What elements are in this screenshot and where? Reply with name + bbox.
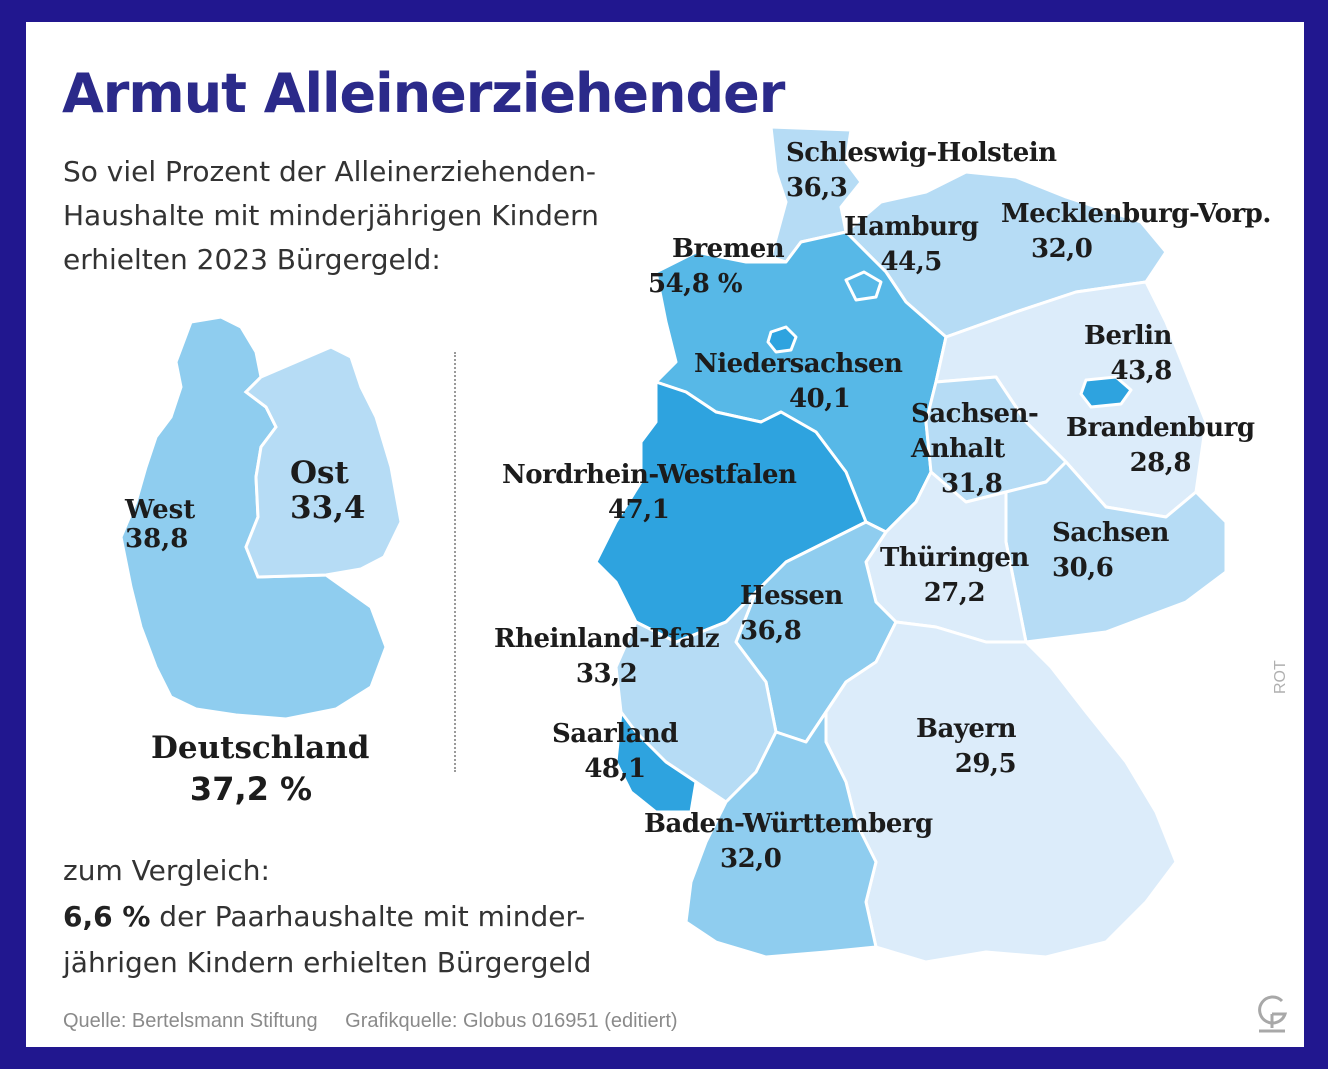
globus-logo-icon	[1258, 995, 1288, 1033]
state-value: 28,8	[1129, 448, 1192, 478]
state-name: Berlin	[1084, 321, 1172, 351]
state-name: Thüringen	[880, 543, 1029, 573]
state-shape-saarland	[614, 710, 698, 814]
state-label-nordrhein-westfalen: Nordrhein-Westfalen 47,1	[502, 458, 797, 528]
state-value: 33,2	[575, 659, 638, 689]
state-label-brandenburg: Brandenburg 28,8	[1066, 411, 1255, 481]
divider	[454, 352, 456, 772]
comparison-line-2: jährigen Kindern erhielten Bürgergeld	[63, 946, 592, 979]
state-name-line: Sachsen-	[911, 399, 1039, 429]
state-value: 36,8	[740, 616, 802, 646]
subtitle-line: erhielten 2023 Bürgergeld:	[63, 243, 441, 276]
west-east-overview-map	[119, 317, 403, 721]
region-name: West	[125, 495, 196, 525]
state-name: Hessen	[740, 581, 843, 611]
state-label-schleswig-holstein: Schleswig-Holstein 36,3	[786, 136, 1057, 206]
state-value: 36,3	[786, 173, 848, 203]
state-label-rheinland-pfalz: Rheinland-Pfalz 33,2	[494, 622, 720, 692]
comparison-note: zum Vergleich: 6,6 % der Paarhaushalte m…	[63, 848, 683, 986]
state-shape-bayern	[824, 620, 1178, 964]
state-value: 40,1	[789, 384, 851, 414]
state-value: 48,1	[584, 754, 646, 784]
subtitle: So viel Prozent der Alleinerziehenden- H…	[63, 150, 663, 282]
state-label-sachsen: Sachsen 30,6	[1052, 516, 1169, 586]
national-total: Deutschland 37,2 %	[151, 728, 370, 810]
state-name: Bremen	[672, 234, 785, 264]
state-name: Niedersachsen	[694, 349, 903, 379]
state-name: Brandenburg	[1066, 413, 1255, 443]
state-label-thueringen: Thüringen 27,2	[880, 541, 1029, 611]
state-name: Rheinland-Pfalz	[494, 624, 720, 654]
state-map	[594, 125, 1228, 964]
subtitle-line: Haushalte mit minderjährigen Kindern	[63, 199, 599, 232]
state-name: Nordrhein-Westfalen	[502, 460, 797, 490]
state-value: 29,5	[954, 749, 1017, 779]
comparison-heading: zum Vergleich:	[63, 854, 270, 887]
subtitle-line: So viel Prozent der Alleinerziehenden-	[63, 155, 596, 188]
state-label-bremen: Bremen 54,8 %	[648, 232, 785, 302]
state-shape-bremen	[766, 325, 798, 354]
footer: Quelle: Bertelsmann Stiftung Grafikquell…	[63, 1010, 678, 1033]
region-label-west: West 38,8	[125, 495, 196, 555]
state-name-line: Anhalt	[911, 434, 1005, 464]
state-name: Sachsen	[1052, 518, 1169, 548]
state-value: 32,0	[1031, 234, 1093, 264]
state-shape-baden-wuerttemberg	[684, 710, 878, 959]
region-ost	[243, 345, 403, 579]
state-value: 32,0	[720, 844, 782, 874]
source-note: Quelle: Bertelsmann Stiftung	[63, 1010, 318, 1032]
state-name: Schleswig-Holstein	[786, 138, 1057, 168]
comparison-line-1: 6,6 % der Paarhaushalte mit minder-	[63, 894, 683, 940]
state-label-hamburg: Hamburg 44,5	[844, 210, 979, 280]
state-label-berlin: Berlin 43,8	[1084, 319, 1172, 389]
graphic-source-note: Grafikquelle: Globus 016951 (editiert)	[345, 1010, 678, 1032]
state-name: Hamburg	[844, 212, 979, 242]
region-value: 33,4	[290, 489, 366, 526]
state-value: 27,2	[923, 578, 986, 608]
comparison-text: der Paarhaushalte mit minder-	[150, 900, 586, 933]
state-label-sachsen-anhalt: Sachsen- Anhalt 31,8	[911, 397, 1039, 502]
state-value: 44,5	[880, 247, 943, 277]
state-name: Baden-Württemberg	[644, 809, 933, 839]
region-name: Ost	[290, 455, 349, 491]
state-name: Mecklenburg-Vorp.	[1001, 199, 1271, 229]
infographic-card: Armut Alleinerziehender So viel Prozent …	[26, 22, 1304, 1047]
comparison-highlight: 6,6 %	[63, 900, 151, 933]
state-value: 43,8	[1110, 356, 1173, 386]
state-value: 31,8	[941, 469, 1003, 499]
national-total-value: 37,2 %	[189, 770, 313, 808]
state-name: Bayern	[916, 714, 1017, 744]
state-shape-hamburg	[844, 270, 883, 302]
region-value: 38,8	[125, 524, 189, 555]
state-value: 30,6	[1052, 553, 1114, 583]
state-shape-berlin	[1079, 375, 1133, 409]
state-label-baden-wuerttemberg: Baden-Württemberg 32,0	[644, 807, 933, 877]
state-label-saarland: Saarland 48,1	[552, 717, 678, 787]
state-label-hessen: Hessen 36,8	[740, 579, 843, 649]
state-value: 47,1	[608, 495, 670, 525]
state-name: Saarland	[552, 719, 678, 749]
state-label-mecklenburg-vorpommern: Mecklenburg-Vorp. 32,0	[1001, 197, 1271, 267]
state-value: 54,8 %	[648, 269, 743, 299]
national-total-label: Deutschland	[151, 730, 370, 766]
page-title: Armut Alleinerziehender	[62, 62, 785, 125]
state-label-bayern: Bayern 29,5	[916, 712, 1017, 782]
state-label-niedersachsen: Niedersachsen 40,1	[694, 347, 903, 417]
author-credit: ROT	[1272, 660, 1289, 694]
region-label-ost: Ost 33,4	[290, 456, 366, 525]
